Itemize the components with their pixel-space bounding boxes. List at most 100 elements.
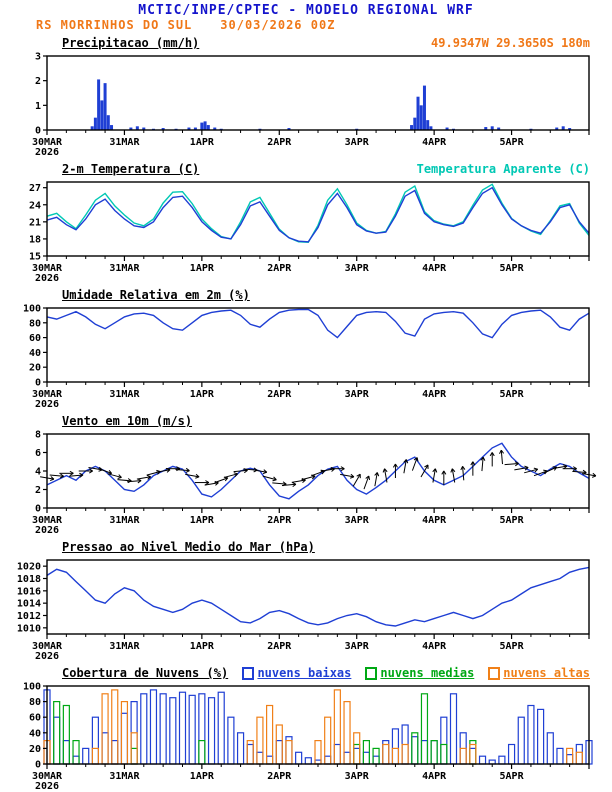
svg-text:8: 8 <box>35 430 41 441</box>
svg-text:2026: 2026 <box>35 525 59 536</box>
legend-item-high-clouds: nuvens altas <box>488 666 590 680</box>
legend-item-low-clouds: nuvens baixas <box>242 666 351 680</box>
svg-text:2APR: 2APR <box>267 137 292 148</box>
svg-text:80: 80 <box>29 697 41 708</box>
clouds-title: Cobertura de Nuvens (%) <box>62 666 229 680</box>
precipitation-panel-header: Precipitacao (mm/h) 49.9347W 29.3650S 18… <box>0 34 612 50</box>
legend-item-mid-clouds: nuvens medias <box>365 666 474 680</box>
svg-text:100: 100 <box>23 304 41 315</box>
svg-text:0: 0 <box>35 126 41 137</box>
high-clouds-label: nuvens altas <box>503 666 590 680</box>
humidity-panel-header: Umidade Relativa em 2m (%) <box>0 286 612 302</box>
svg-text:1: 1 <box>35 101 41 112</box>
low-clouds-label: nuvens baixas <box>257 666 352 680</box>
svg-text:2026: 2026 <box>35 651 59 662</box>
svg-text:2APR: 2APR <box>267 771 292 782</box>
wind-panel-header: Vento em 10m (m/s) <box>0 412 612 428</box>
svg-text:2026: 2026 <box>35 781 59 792</box>
svg-text:20: 20 <box>29 744 41 755</box>
station-run-line: RS MORRINHOS DO SUL 30/03/2026 00Z <box>0 18 612 32</box>
wind-title: Vento em 10m (m/s) <box>62 414 193 428</box>
svg-text:40: 40 <box>29 728 41 739</box>
svg-text:3APR: 3APR <box>345 263 370 274</box>
svg-text:3APR: 3APR <box>345 641 370 652</box>
svg-text:1020: 1020 <box>17 562 41 573</box>
svg-text:2APR: 2APR <box>267 263 292 274</box>
svg-text:5APR: 5APR <box>500 263 525 274</box>
svg-text:1018: 1018 <box>17 574 41 585</box>
svg-text:1010: 1010 <box>17 623 41 634</box>
model-run-datetime: 30/03/2026 00Z <box>220 18 336 32</box>
svg-text:15: 15 <box>29 252 41 263</box>
svg-text:31MAR: 31MAR <box>109 389 140 400</box>
svg-text:24: 24 <box>29 200 41 211</box>
svg-text:1APR: 1APR <box>190 515 215 526</box>
station-coordinates: 49.9347W 29.3650S 180m <box>431 36 590 50</box>
svg-text:18: 18 <box>29 234 41 245</box>
svg-text:27: 27 <box>29 183 41 194</box>
svg-text:30MAR: 30MAR <box>32 641 63 652</box>
precipitation-title: Precipitacao (mm/h) <box>62 36 200 50</box>
svg-text:2: 2 <box>35 485 41 496</box>
svg-text:20: 20 <box>29 363 41 374</box>
svg-text:2026: 2026 <box>35 147 59 158</box>
svg-text:1012: 1012 <box>17 611 41 622</box>
temperature-title: 2-m Temperatura (C) <box>62 162 200 176</box>
svg-text:3APR: 3APR <box>345 137 370 148</box>
clouds-panel-header: Cobertura de Nuvens (%) nuvens baixas nu… <box>0 664 612 680</box>
svg-text:30MAR: 30MAR <box>32 771 63 782</box>
svg-text:0: 0 <box>35 378 41 389</box>
svg-text:1APR: 1APR <box>190 389 215 400</box>
svg-text:60: 60 <box>29 713 41 724</box>
svg-text:4APR: 4APR <box>422 515 447 526</box>
svg-text:2APR: 2APR <box>267 389 292 400</box>
svg-text:4APR: 4APR <box>422 137 447 148</box>
svg-text:5APR: 5APR <box>500 515 525 526</box>
svg-text:2026: 2026 <box>35 273 59 284</box>
svg-text:31MAR: 31MAR <box>109 515 140 526</box>
svg-text:31MAR: 31MAR <box>109 137 140 148</box>
svg-text:5APR: 5APR <box>500 389 525 400</box>
svg-text:4APR: 4APR <box>422 771 447 782</box>
svg-text:31MAR: 31MAR <box>109 641 140 652</box>
svg-text:30MAR: 30MAR <box>32 515 63 526</box>
svg-text:1APR: 1APR <box>190 641 215 652</box>
svg-text:3APR: 3APR <box>345 515 370 526</box>
svg-text:21: 21 <box>29 217 41 228</box>
svg-text:2026: 2026 <box>35 399 59 410</box>
svg-text:31MAR: 31MAR <box>109 771 140 782</box>
svg-text:30MAR: 30MAR <box>32 137 63 148</box>
clouds-legend: nuvens baixas nuvens medias nuvens altas <box>242 666 590 680</box>
svg-text:4APR: 4APR <box>422 641 447 652</box>
mid-clouds-swatch-icon <box>365 666 378 680</box>
humidity-title: Umidade Relativa em 2m (%) <box>62 288 250 302</box>
svg-text:1016: 1016 <box>17 586 41 597</box>
svg-text:4: 4 <box>35 467 41 478</box>
svg-text:4APR: 4APR <box>422 389 447 400</box>
svg-text:2: 2 <box>35 76 41 87</box>
svg-text:3APR: 3APR <box>345 771 370 782</box>
svg-text:30MAR: 30MAR <box>32 389 63 400</box>
svg-text:5APR: 5APR <box>500 137 525 148</box>
mid-clouds-label: nuvens medias <box>380 666 475 680</box>
svg-text:1APR: 1APR <box>190 771 215 782</box>
svg-text:3APR: 3APR <box>345 389 370 400</box>
svg-text:1APR: 1APR <box>190 263 215 274</box>
temperature-panel-header: 2-m Temperatura (C) Temperatura Aparente… <box>0 160 612 176</box>
svg-text:2APR: 2APR <box>267 641 292 652</box>
svg-text:40: 40 <box>29 348 41 359</box>
page-title: MCTIC/INPE/CPTEC - MODELO REGIONAL WRF <box>138 3 474 18</box>
svg-text:30MAR: 30MAR <box>32 263 63 274</box>
svg-text:5APR: 5APR <box>500 641 525 652</box>
apparent-temperature-legend: Temperatura Aparente (C) <box>416 162 590 176</box>
svg-text:2APR: 2APR <box>267 515 292 526</box>
svg-text:80: 80 <box>29 318 41 329</box>
station-name: RS MORRINHOS DO SUL <box>36 18 193 32</box>
svg-text:100: 100 <box>23 682 41 693</box>
svg-text:6: 6 <box>35 448 41 459</box>
